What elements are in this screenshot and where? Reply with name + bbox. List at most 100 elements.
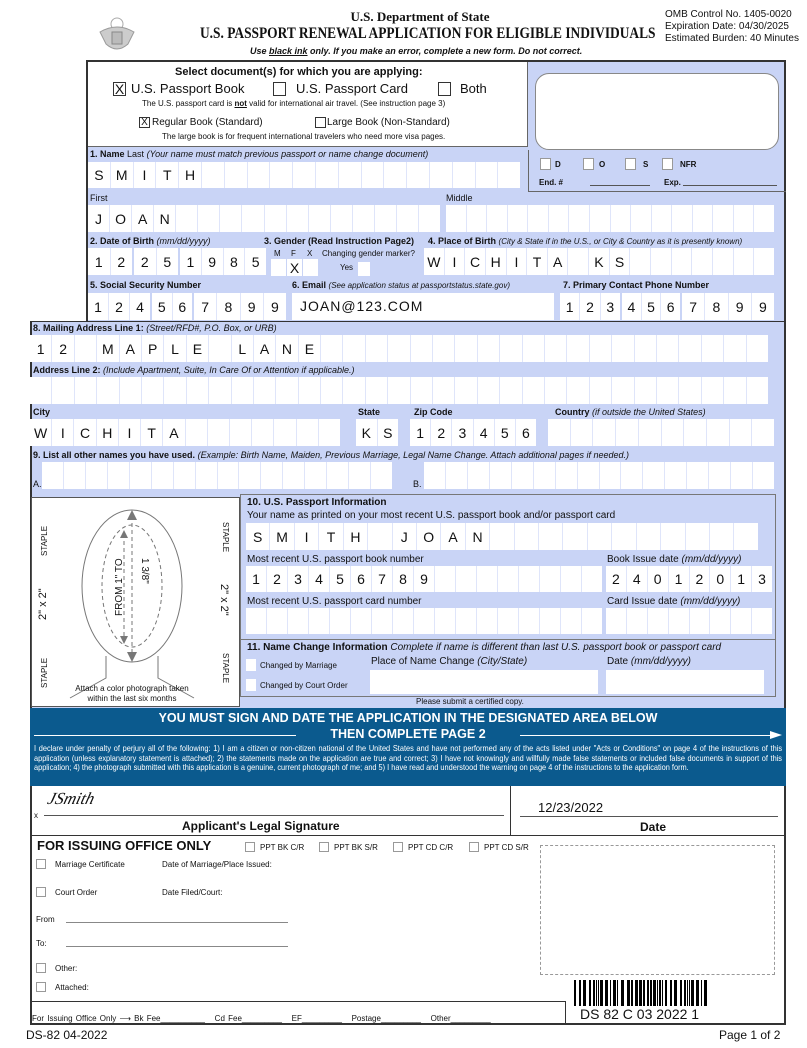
char-cell: 3 — [288, 566, 309, 592]
char-cell: J — [393, 523, 417, 550]
gender-f-box[interactable]: X — [287, 259, 302, 276]
book-number-label: Most recent U.S. passport book number — [247, 554, 424, 565]
char-cell — [142, 377, 165, 404]
gender-x-box[interactable] — [303, 259, 318, 276]
d-checkbox[interactable] — [540, 158, 551, 170]
barcode-bar — [574, 980, 576, 1006]
both-checkbox[interactable] — [438, 82, 451, 96]
char-cell: 2 — [690, 566, 711, 592]
certified-copy-note: Please submit a certified copy. — [416, 697, 524, 706]
from-line[interactable] — [66, 922, 288, 923]
char-cell — [274, 419, 297, 446]
passport-book-checkbox[interactable]: X — [113, 81, 126, 97]
char-cell — [635, 377, 657, 404]
char-cell — [198, 205, 221, 232]
char-cell — [97, 377, 120, 404]
char-cell — [478, 377, 501, 404]
char-cell — [371, 462, 392, 489]
marriage-cert-checkbox[interactable] — [36, 859, 46, 869]
char-cell: 1 — [731, 566, 753, 592]
barcode-bar — [613, 980, 616, 1006]
gender-change-yes-box[interactable] — [358, 262, 370, 276]
ppt-cd-cr-checkbox[interactable] — [393, 842, 403, 852]
ppt-bk-cr-checkbox[interactable] — [245, 842, 255, 852]
court-order-checkbox[interactable] — [36, 887, 46, 897]
char-cell — [397, 205, 419, 232]
char-cell — [327, 462, 350, 489]
char-cell — [351, 608, 372, 634]
signature-image[interactable]: JSmith — [45, 789, 97, 808]
email-field[interactable]: JOAN@123.COM — [292, 293, 554, 320]
passport-card-checkbox[interactable] — [273, 82, 286, 96]
signature-date-field[interactable]: 12/23/2022 — [538, 800, 604, 815]
char-cell: 5 — [163, 253, 172, 270]
address-line2-field[interactable] — [30, 377, 768, 404]
middle-name-field[interactable] — [446, 205, 774, 232]
char-cell: 4 — [309, 566, 330, 592]
char-cell — [693, 205, 714, 232]
barcode-bar — [630, 980, 631, 1006]
barcode-bar — [603, 980, 605, 1006]
ppt-bk-sr-checkbox[interactable] — [319, 842, 329, 852]
char-cell: 5 — [152, 293, 173, 320]
large-book-checkbox[interactable] — [315, 117, 326, 128]
char-cell: 9 — [241, 293, 264, 320]
to-line[interactable] — [66, 946, 288, 947]
card-number-field[interactable] — [246, 608, 602, 634]
char-cell: 0 — [648, 566, 669, 592]
barcode-bar — [667, 980, 670, 1006]
ppt-cd-cr-label: PPT CD C/R — [408, 843, 454, 852]
regular-book-checkbox[interactable]: X — [139, 117, 150, 128]
char-cell — [455, 377, 478, 404]
place-of-change-field[interactable] — [370, 670, 598, 694]
char-cell — [490, 523, 515, 550]
changed-by-court-checkbox[interactable] — [246, 679, 256, 691]
char-cell — [563, 523, 588, 550]
card-date-field[interactable] — [606, 608, 772, 634]
passport-card-label: U.S. Passport Card — [296, 81, 408, 96]
s-checkbox[interactable] — [625, 158, 636, 170]
other-name-a-field[interactable] — [42, 462, 392, 489]
other-name-a-label: A. — [33, 479, 42, 489]
attached-checkbox[interactable] — [36, 982, 46, 992]
address-line1-label: 8. Mailing Address Line 1: (Street/RFD#,… — [33, 323, 277, 333]
char-cell — [297, 419, 319, 446]
char-cell — [702, 377, 725, 404]
o-checkbox[interactable] — [583, 158, 594, 170]
barcode-bar — [624, 980, 627, 1006]
document-select-heading: Select document(s) for which you are app… — [175, 66, 423, 78]
ppt-cd-sr-checkbox[interactable] — [469, 842, 479, 852]
char-cell — [548, 419, 571, 446]
barcode-bar — [653, 980, 656, 1006]
other-name-b-field[interactable] — [424, 462, 774, 489]
other-checkbox[interactable] — [36, 963, 46, 973]
change-date-field[interactable] — [606, 670, 764, 694]
country-field[interactable] — [548, 419, 774, 446]
char-cell — [593, 419, 617, 446]
char-cell — [477, 608, 498, 634]
gender-m-box[interactable] — [271, 259, 286, 276]
nfr-checkbox[interactable] — [662, 158, 673, 170]
barcode-bar — [633, 980, 635, 1006]
changed-by-marriage-checkbox[interactable] — [246, 659, 256, 671]
char-cell — [30, 377, 53, 404]
